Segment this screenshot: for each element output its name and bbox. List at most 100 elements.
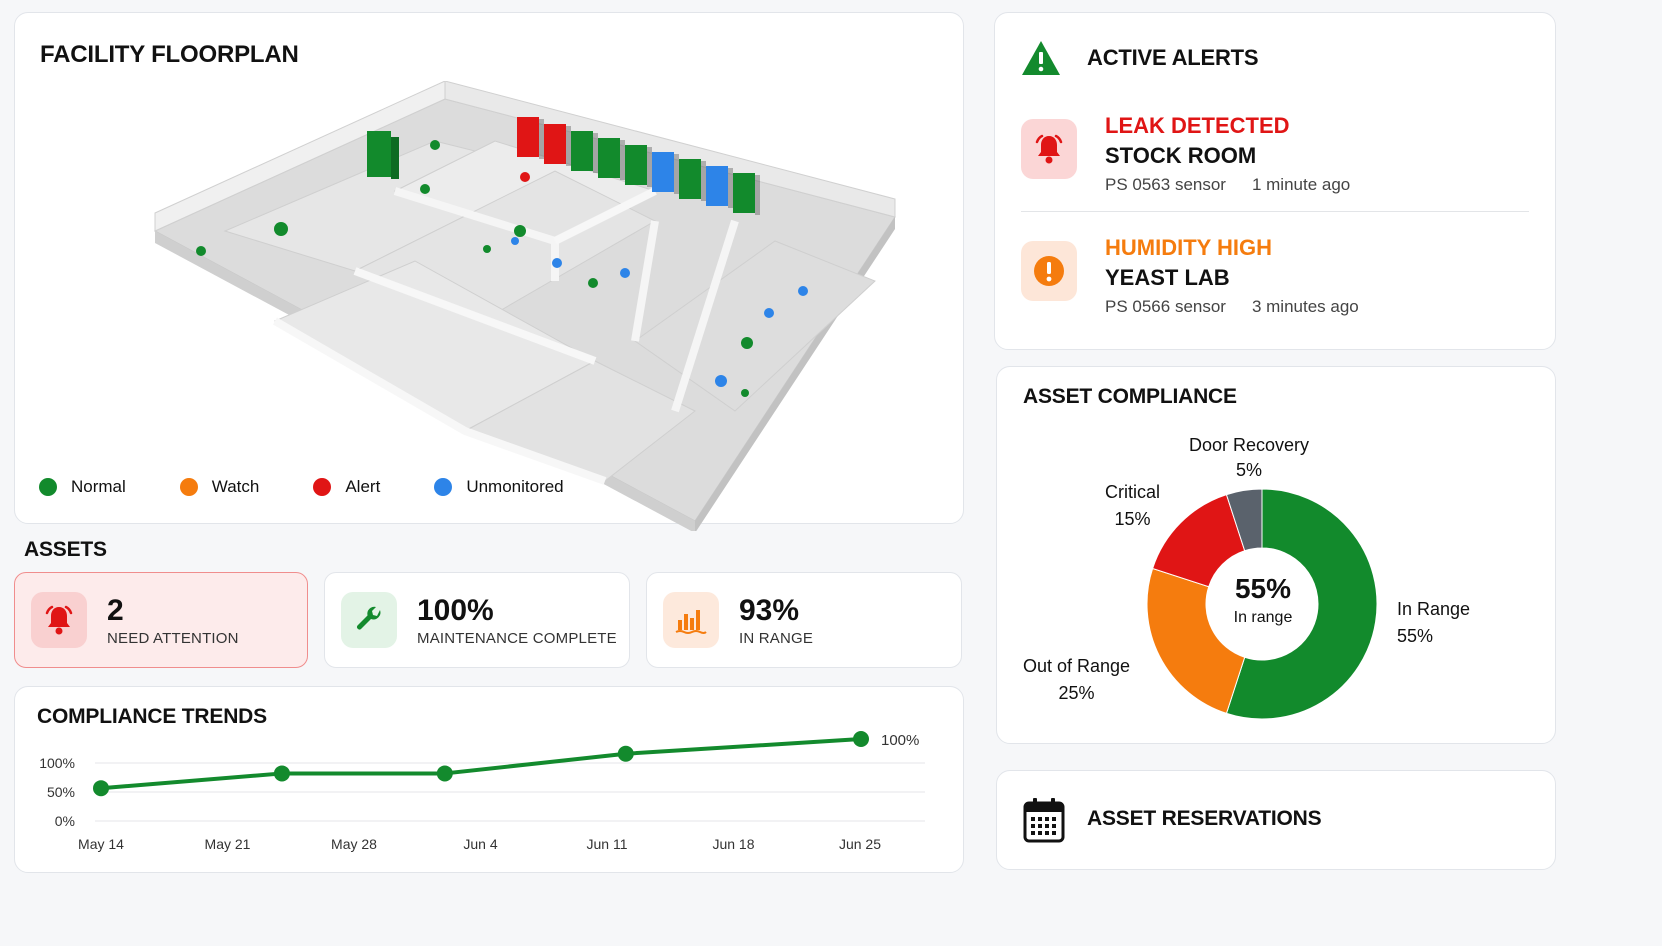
y-tick-label: 100%	[39, 755, 75, 771]
bell-icon	[1021, 119, 1077, 179]
alerts-title: ACTIVE ALERTS	[1087, 45, 1259, 70]
donut-slice-in-range[interactable]	[1225, 488, 1377, 720]
slice-value: 55%	[1397, 626, 1434, 646]
trend-point[interactable]	[617, 745, 634, 762]
cabinet[interactable]	[652, 152, 674, 192]
cabinet[interactable]	[706, 166, 728, 206]
trend-line	[100, 737, 862, 791]
calendar-icon	[1023, 798, 1065, 843]
legend-normal[interactable]: Normal	[39, 477, 126, 497]
stat-label: IN RANGE	[739, 629, 814, 647]
x-tick-label: Jun 4	[463, 836, 497, 852]
warning-icon	[1022, 41, 1060, 75]
assets-title: ASSETS	[24, 538, 107, 561]
trend-point[interactable]	[93, 780, 109, 797]
asset-reservations-card[interactable]: ASSET RESERVATIONS	[996, 770, 1556, 870]
alert-time: 3 minutes ago	[1251, 297, 1359, 316]
trend-point[interactable]	[273, 765, 290, 782]
compliance-trends-card: 100% 50% 0% May 14 May 21 May 28 Jun 4 Jun 11 Ju…	[14, 686, 964, 873]
cabinet-side	[593, 133, 598, 173]
stat-label: NEED ATTENTION	[107, 629, 239, 647]
cabinet[interactable]	[571, 131, 593, 171]
cabinet-side	[755, 175, 760, 215]
donut-center-label: In range	[1233, 609, 1293, 626]
legend-label: Alert	[345, 477, 381, 496]
cabinet-side	[728, 168, 733, 208]
asset-compliance-card: ASSET COMPLIANCE 55% In range In Range 55…	[996, 366, 1556, 744]
alert-room: YEAST LAB	[1105, 265, 1230, 290]
bell-icon	[31, 592, 87, 648]
exclamation-icon	[1021, 241, 1077, 301]
slice-label-out-of-range: Out of Range 25%	[1023, 656, 1130, 704]
slice-value: 25%	[1058, 683, 1095, 703]
trend-end-label: 100%	[881, 732, 919, 749]
slice-label-door-recovery: Door Recovery 5%	[1189, 435, 1309, 481]
slice-name: In Range	[1397, 599, 1471, 619]
cabinet-side	[701, 161, 706, 201]
cabinet[interactable]	[598, 138, 620, 178]
cabinet[interactable]	[517, 117, 539, 157]
trend-point[interactable]	[436, 765, 453, 782]
alert-sensor: PS 0563 sensor	[1105, 175, 1226, 194]
stat-label: MAINTENANCE COMPLETE	[417, 629, 617, 647]
legend-dot-alert	[313, 478, 332, 496]
legend-dot-normal	[39, 478, 57, 496]
alert-type: HUMIDITY HIGH	[1105, 235, 1273, 260]
alert-divider	[1021, 211, 1529, 212]
legend-label: Unmonitored	[466, 477, 564, 496]
compliance-title: ASSET COMPLIANCE	[1023, 385, 1237, 408]
floorplan-card: FACILITY FLOORPLAN	[14, 12, 964, 531]
stat-value: 2	[107, 593, 124, 627]
donut-center-value: 55%	[1234, 573, 1292, 604]
x-tick-label: May 28	[331, 836, 377, 852]
legend-alert[interactable]: Alert	[313, 477, 380, 497]
slice-name: Out of Range	[1023, 656, 1131, 676]
legend-unmonitored[interactable]: Unmonitored	[434, 477, 564, 497]
x-tick-label: Jun 11	[587, 836, 628, 852]
x-tick-label: May 21	[205, 836, 251, 852]
legend-dot-unmonitored	[434, 478, 453, 496]
trend-point[interactable]	[853, 731, 869, 747]
active-alerts-card: ACTIVE ALERTS LEAK DETECTED STOCK ROOM P…	[994, 12, 1556, 350]
cabinet[interactable]	[625, 145, 647, 185]
stat-value: 93%	[739, 593, 800, 627]
legend-watch[interactable]: Watch	[179, 477, 259, 497]
compliance-trends-chart[interactable]: 100% 50% 0%May 14 May 21 May 28 Jun 4 Jun 11 Ju…	[15, 687, 965, 874]
x-tick-label: Jun 25	[839, 836, 881, 852]
stat-need-attention[interactable]: 2 NEED ATTENTION	[14, 572, 308, 668]
cabinet[interactable]	[679, 159, 701, 199]
alert-sensor: PS 0566 sensor	[1105, 297, 1226, 316]
y-tick-label: 0%	[55, 813, 75, 829]
stat-in-range[interactable]: 93% IN RANGE	[646, 572, 962, 668]
cabinet-side	[539, 119, 544, 159]
x-tick-label: May 14	[78, 836, 124, 852]
legend-dot-watch	[179, 478, 198, 496]
cabinet[interactable]	[733, 173, 755, 213]
donut-slice-door-recovery[interactable]	[1225, 488, 1263, 552]
stat-value: 100%	[417, 593, 494, 627]
cabinet-side	[674, 154, 679, 194]
slice-value: 5%	[1236, 460, 1263, 480]
donut-slice-out-of-range[interactable]	[1147, 567, 1246, 715]
stat-maintenance-complete[interactable]: 100% MAINTENANCE COMPLETE	[324, 572, 630, 668]
floorplan-legend: Normal Watch Alert Unmonitored	[39, 477, 618, 497]
wrench-icon	[341, 592, 397, 648]
bar-chart-icon	[663, 592, 719, 648]
slice-value: 15%	[1114, 509, 1151, 529]
slice-label-in-range: In Range 55%	[1397, 599, 1470, 647]
trends-title: COMPLIANCE TRENDS	[37, 705, 267, 728]
legend-label: Normal	[71, 477, 126, 496]
slice-label-critical: Critical 15%	[1105, 482, 1160, 530]
compliance-donut-chart[interactable]	[1147, 487, 1377, 721]
cabinet-side	[620, 140, 625, 180]
floorplan-title: FACILITY FLOORPLAN	[40, 41, 299, 68]
slice-name: Critical	[1105, 482, 1161, 502]
reservations-title: ASSET RESERVATIONS	[1087, 807, 1322, 830]
slice-name: Door Recovery	[1189, 435, 1310, 455]
alert-room: STOCK ROOM	[1105, 143, 1257, 168]
cabinet-side	[647, 147, 652, 187]
floorplan-3d-image[interactable]	[135, 81, 905, 531]
x-tick-label: Jun 18	[712, 836, 754, 852]
y-tick-label: 50%	[47, 784, 75, 800]
cabinet[interactable]	[544, 124, 566, 164]
